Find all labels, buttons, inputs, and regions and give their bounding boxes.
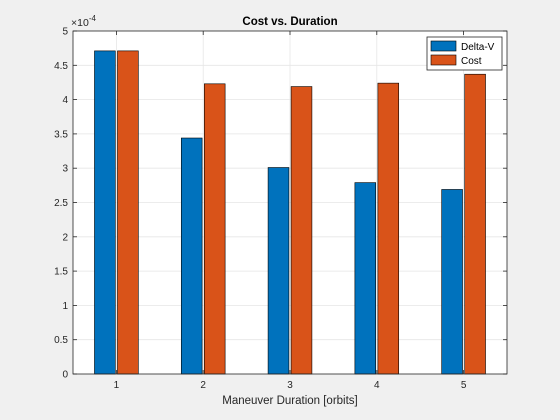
- x-tick-label: 5: [461, 380, 467, 391]
- bar-cost-1: [117, 50, 139, 375]
- legend: Delta-V Cost: [426, 36, 503, 71]
- bar-delta-v-2: [180, 137, 203, 375]
- y-tick-label: 1.5: [54, 267, 68, 278]
- y-tick-label: 2: [62, 232, 68, 243]
- exponent-power: -4: [89, 14, 97, 23]
- x-tick-label: 1: [114, 380, 120, 391]
- legend-swatch-delta-v: [430, 40, 457, 52]
- x-axis-label: Maneuver Duration [orbits]: [222, 395, 358, 407]
- y-tick-label: 0.5: [54, 335, 68, 346]
- ticks: [73, 30, 507, 375]
- y-tick-label: 4.5: [54, 61, 68, 72]
- legend-label-delta-v: Delta-V: [461, 42, 495, 53]
- bar-cost-5: [464, 73, 486, 375]
- chart-title: Cost vs. Duration: [242, 16, 337, 28]
- bar-delta-v-5: [441, 189, 463, 375]
- y-tick-label: 3: [62, 164, 68, 175]
- y-tick-label: 4: [62, 95, 68, 106]
- bar-cost-3: [290, 86, 313, 375]
- grid: [73, 31, 507, 374]
- legend-swatch-cost: [430, 54, 457, 66]
- bar-delta-v-3: [267, 167, 290, 375]
- y-tick-label: 1: [62, 301, 68, 312]
- tick-labels: 0 0.5 1 1.5 2 2.5 3 3.5 4 4.5 5 1 2 3 4 5: [54, 27, 467, 392]
- y-tick-label: 5: [62, 27, 68, 38]
- exponent-label: ×10-4: [71, 14, 96, 29]
- exponent-base: ×10: [71, 17, 89, 29]
- legend-label-cost: Cost: [461, 56, 482, 67]
- bar-cost-2: [203, 83, 226, 375]
- bar-cost-4: [377, 82, 400, 375]
- bar-delta-v-1: [94, 50, 116, 375]
- y-tick-label: 0: [62, 370, 68, 381]
- y-tick-label: 3.5: [54, 129, 68, 140]
- x-tick-label: 2: [200, 380, 206, 391]
- y-tick-label: 2.5: [54, 198, 68, 209]
- x-tick-label: 3: [287, 380, 293, 391]
- bar-delta-v-4: [354, 182, 377, 375]
- x-tick-label: 4: [374, 380, 380, 391]
